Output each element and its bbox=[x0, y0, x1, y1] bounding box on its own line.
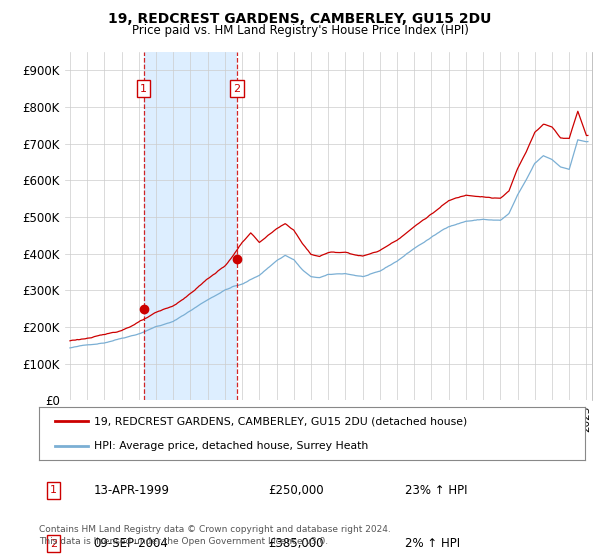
Text: 23% ↑ HPI: 23% ↑ HPI bbox=[405, 484, 467, 497]
Text: 1: 1 bbox=[50, 486, 57, 496]
Text: 19, REDCREST GARDENS, CAMBERLEY, GU15 2DU: 19, REDCREST GARDENS, CAMBERLEY, GU15 2D… bbox=[109, 12, 491, 26]
Text: HPI: Average price, detached house, Surrey Heath: HPI: Average price, detached house, Surr… bbox=[94, 441, 368, 451]
Text: 2: 2 bbox=[233, 83, 241, 94]
Text: £385,000: £385,000 bbox=[268, 537, 324, 550]
Text: 1: 1 bbox=[140, 83, 147, 94]
Text: £250,000: £250,000 bbox=[268, 484, 324, 497]
Text: 13-APR-1999: 13-APR-1999 bbox=[94, 484, 170, 497]
Text: 2: 2 bbox=[50, 539, 57, 549]
Text: 09-SEP-2004: 09-SEP-2004 bbox=[94, 537, 169, 550]
Text: Contains HM Land Registry data © Crown copyright and database right 2024.
This d: Contains HM Land Registry data © Crown c… bbox=[39, 525, 391, 546]
Text: 19, REDCREST GARDENS, CAMBERLEY, GU15 2DU (detached house): 19, REDCREST GARDENS, CAMBERLEY, GU15 2D… bbox=[94, 417, 467, 427]
Bar bbox=[143, 52, 237, 400]
Text: Price paid vs. HM Land Registry's House Price Index (HPI): Price paid vs. HM Land Registry's House … bbox=[131, 24, 469, 36]
Text: 2% ↑ HPI: 2% ↑ HPI bbox=[405, 537, 460, 550]
